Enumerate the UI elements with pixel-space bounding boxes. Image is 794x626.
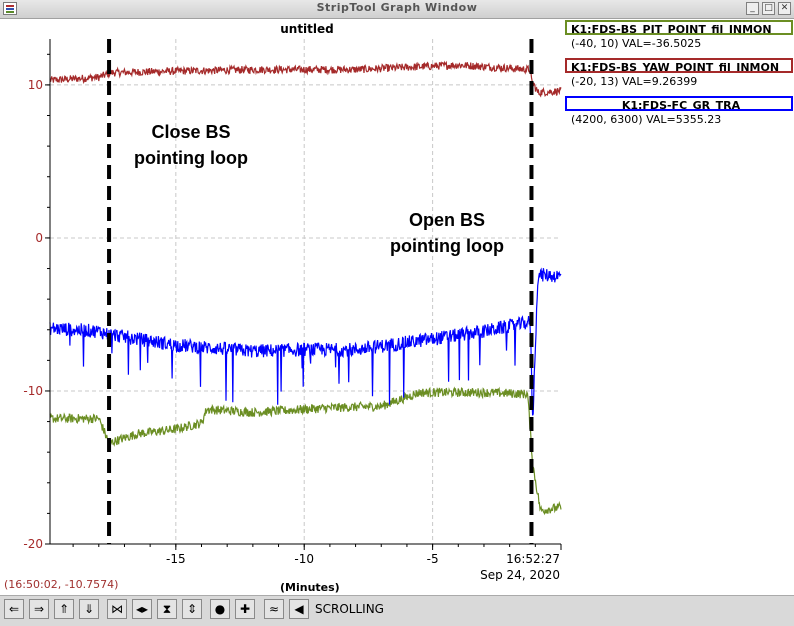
y-tick-label: -20 <box>23 537 43 551</box>
legend-range: (4200, 6300) <box>571 113 643 126</box>
scrolling-icon[interactable]: ◀ <box>289 599 309 619</box>
zoom-in-x-icon[interactable]: ⋈ <box>107 599 127 619</box>
axes: -20 -10 0 10 -15 -10 -5 16:52:27 <box>23 39 562 566</box>
reset-icon[interactable]: ● <box>210 599 230 619</box>
series-lines <box>49 60 562 516</box>
legend-range: (-20, 13) <box>571 75 619 88</box>
zoom-out-x-icon[interactable]: ◂▸ <box>132 599 152 619</box>
zoom-out-y-icon[interactable]: ⇕ <box>182 599 202 619</box>
refresh-icon[interactable]: ≈ <box>264 599 284 619</box>
annotation-open-line1: Open BS <box>409 210 485 230</box>
legend-value: (4200, 6300) VAL=5355.23 <box>565 111 793 128</box>
legend-name[interactable]: K1:FDS-BS_PIT_POINT_fil_INMON <box>565 20 793 35</box>
y-tick-label: -10 <box>23 384 43 398</box>
x-tick-label: 16:52:27 <box>506 552 560 566</box>
legend-item-pit[interactable]: K1:FDS-BS_PIT_POINT_fil_INMON (-40, 10) … <box>565 20 793 58</box>
plot-title: untitled <box>280 22 334 36</box>
striptool-icon <box>3 2 17 15</box>
legend-val: VAL=9.26399 <box>622 75 698 88</box>
event-markers <box>107 39 534 544</box>
toolbar: ⇐ ⇒ ⇑ ⇓ ⋈ ◂▸ ⧗ ⇕ ● ✚ ≈ ◀ SCROLLING <box>0 595 794 626</box>
series-line <box>49 267 562 416</box>
maximize-icon[interactable]: □ <box>762 2 775 15</box>
minimize-icon[interactable]: _ <box>746 2 759 15</box>
legend-value: (-40, 10) VAL=-36.5025 <box>565 35 793 52</box>
legend-name[interactable]: K1:FDS-FC_GR_TRA <box>565 96 793 111</box>
auto-scale-icon[interactable]: ✚ <box>235 599 255 619</box>
y-tick-label: 0 <box>35 231 43 245</box>
x-tick-label: -10 <box>294 552 314 566</box>
strip-chart[interactable]: -20 -10 0 10 -15 -10 -5 16:52:27 untitled Close… <box>0 19 562 581</box>
title-bar: StripTool Graph Window _ □ ✕ <box>0 0 794 19</box>
scroll-down-icon[interactable]: ⇓ <box>79 599 99 619</box>
legend-val: VAL=5355.23 <box>646 113 722 126</box>
cursor-readout: (16:50:02, -10.7574) <box>4 578 119 591</box>
mode-label: SCROLLING <box>315 602 384 616</box>
y-tick-label: 10 <box>28 78 43 92</box>
series-line <box>49 386 562 516</box>
annotation-close-line1: Close BS <box>151 122 230 142</box>
legend-name[interactable]: K1:FDS-BS_YAW_POINT_fil_INMON <box>565 58 793 73</box>
legend-item-yaw[interactable]: K1:FDS-BS_YAW_POINT_fil_INMON (-20, 13) … <box>565 58 793 96</box>
window-title: StripTool Graph Window <box>316 1 478 14</box>
series-line <box>49 60 562 98</box>
scroll-right-icon[interactable]: ⇒ <box>29 599 49 619</box>
legend-range: (-40, 10) <box>571 37 619 50</box>
scroll-up-icon[interactable]: ⇑ <box>54 599 74 619</box>
scroll-left-icon[interactable]: ⇐ <box>4 599 24 619</box>
x-tick-label: -5 <box>427 552 439 566</box>
legend-value: (-20, 13) VAL=9.26399 <box>565 73 793 90</box>
annotation-open-line2: pointing loop <box>390 236 504 256</box>
close-icon[interactable]: ✕ <box>778 2 791 15</box>
x-tick-label: -15 <box>166 552 186 566</box>
legend: K1:FDS-BS_PIT_POINT_fil_INMON (-40, 10) … <box>565 20 793 134</box>
x-date-label: Sep 24, 2020 <box>480 568 560 581</box>
zoom-in-y-icon[interactable]: ⧗ <box>157 599 177 619</box>
legend-val: VAL=-36.5025 <box>622 37 702 50</box>
legend-item-gr-tra[interactable]: K1:FDS-FC_GR_TRA (4200, 6300) VAL=5355.2… <box>565 96 793 134</box>
annotation-close-line2: pointing loop <box>134 148 248 168</box>
x-axis-unit: (Minutes) <box>280 581 340 594</box>
plot-background <box>0 19 562 581</box>
